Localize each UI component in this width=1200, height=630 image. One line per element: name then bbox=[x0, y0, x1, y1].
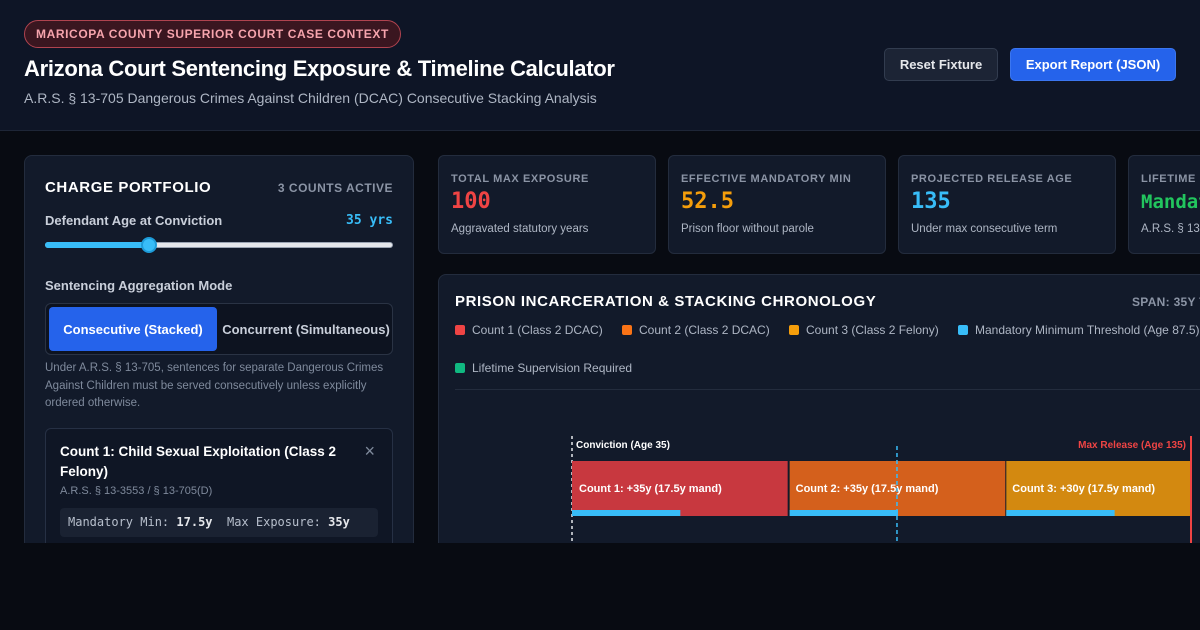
stat-description: Aggravated statutory years bbox=[451, 223, 589, 235]
defendant-age-label: Defendant Age at Conviction bbox=[45, 213, 223, 228]
defendant-age-value: 35 yrs bbox=[346, 213, 393, 228]
defendant-age-slider[interactable] bbox=[45, 237, 393, 253]
legend-item-count-2: Count 2 (Class 2 DCAC) bbox=[622, 323, 770, 337]
aggregation-mode-toggle: Consecutive (Stacked) Concurrent (Simult… bbox=[45, 303, 393, 355]
mode-concurrent-button[interactable]: Concurrent (Simultaneous) bbox=[222, 321, 390, 337]
legend-item-mandatory-threshold: Mandatory Minimum Threshold (Age 87.5) bbox=[958, 323, 1200, 337]
legend-label: Count 1 (Class 2 DCAC) bbox=[472, 323, 603, 337]
remove-count-close-icon[interactable]: × bbox=[364, 441, 375, 461]
context-badge: MARICOPA COUNTY SUPERIOR COURT CASE CONT… bbox=[24, 20, 401, 48]
mode-consecutive-button[interactable]: Consecutive (Stacked) bbox=[49, 307, 217, 351]
stacking-timeline-chart: Conviction (Age 35) Max Release (Age 135)… bbox=[571, 436, 1192, 543]
timeline-divider bbox=[455, 389, 1200, 390]
counts-active-indicator: 3 COUNTS ACTIVE bbox=[277, 181, 393, 195]
stat-value: 100 bbox=[451, 189, 491, 214]
stat-description: Prison floor without parole bbox=[681, 223, 814, 235]
page-subtitle: A.R.S. § 13-705 Dangerous Crimes Against… bbox=[24, 90, 597, 106]
mandatory-minimum-bar bbox=[1006, 510, 1115, 516]
stat-label: TOTAL MAX EXPOSURE bbox=[451, 173, 589, 185]
max-release-label: Max Release (Age 135) bbox=[1078, 440, 1186, 451]
reset-fixture-button[interactable]: Reset Fixture bbox=[884, 48, 998, 81]
stat-value: Mandat bbox=[1141, 191, 1200, 213]
stat-value: 52.5 bbox=[681, 189, 734, 214]
stat-card-total-max-exposure: TOTAL MAX EXPOSURE 100 Aggravated statut… bbox=[438, 155, 656, 254]
legend-swatch bbox=[622, 325, 632, 335]
mandatory-min-label: Mandatory Min: bbox=[68, 515, 170, 529]
legend-label: Mandatory Minimum Threshold (Age 87.5) bbox=[975, 323, 1200, 337]
stat-value: 135 bbox=[911, 189, 951, 214]
legend-label: Lifetime Supervision Required bbox=[472, 361, 633, 375]
export-report-button[interactable]: Export Report (JSON) bbox=[1010, 48, 1176, 81]
main-content: CHARGE PORTFOLIO 3 COUNTS ACTIVE Defenda… bbox=[0, 131, 1200, 543]
legend-swatch bbox=[455, 363, 465, 373]
timeline-segment-label: Count 2: +35y (17.5y mand) bbox=[796, 483, 939, 495]
timeline-segment-label: Count 1: +35y (17.5y mand) bbox=[579, 483, 722, 495]
stat-card-lifetime-supervision: LIFETIME Mandat A.R.S. § 13 bbox=[1128, 155, 1200, 254]
timeline-panel: PRISON INCARCERATION & STACKING CHRONOLO… bbox=[438, 274, 1200, 543]
legend-label: Count 2 (Class 2 DCAC) bbox=[639, 323, 770, 337]
timeline-segment-count-1 bbox=[572, 461, 788, 516]
mandatory-minimum-bar bbox=[789, 510, 898, 516]
mandatory-min-value: 17.5y bbox=[176, 515, 213, 529]
timeline-span-label: SPAN: 35Y T bbox=[1132, 295, 1200, 309]
aggregation-mode-label: Sentencing Aggregation Mode bbox=[45, 278, 233, 293]
mandatory-minimum-bar bbox=[572, 510, 681, 516]
aggregation-mode-note: Under A.R.S. § 13-705, sentences for sep… bbox=[45, 362, 384, 409]
timeline-segment-label: Count 3: +30y (17.5y mand) bbox=[1012, 483, 1155, 495]
max-exposure-value: 35y bbox=[328, 515, 350, 529]
legend-label: Count 3 (Class 2 Felony) bbox=[806, 323, 939, 337]
page-title: Arizona Court Sentencing Exposure & Time… bbox=[24, 56, 615, 81]
count-title: Count 1: Child Sexual Exploitation (Clas… bbox=[60, 444, 337, 479]
legend-item-lifetime-supervision: Lifetime Supervision Required bbox=[455, 361, 632, 375]
stat-label: EFFECTIVE MANDATORY MIN bbox=[681, 173, 852, 185]
app-header: MARICOPA COUNTY SUPERIOR COURT CASE CONT… bbox=[0, 0, 1200, 131]
slider-fill bbox=[45, 242, 150, 248]
stat-card-projected-release-age: PROJECTED RELEASE AGE 135 Under max cons… bbox=[898, 155, 1116, 254]
legend-swatch bbox=[958, 325, 968, 335]
stat-card-effective-mandatory-min: EFFECTIVE MANDATORY MIN 52.5 Prison floo… bbox=[668, 155, 886, 254]
count-card: Count 1: Child Sexual Exploitation (Clas… bbox=[45, 428, 393, 543]
stat-description: Under max consecutive term bbox=[911, 223, 1058, 235]
max-exposure-label: Max Exposure: bbox=[226, 515, 321, 529]
portfolio-title: CHARGE PORTFOLIO bbox=[45, 179, 212, 196]
stat-label: LIFETIME bbox=[1141, 173, 1196, 185]
legend-swatch bbox=[789, 325, 799, 335]
legend-item-count-1: Count 1 (Class 2 DCAC) bbox=[455, 323, 603, 337]
slider-thumb[interactable] bbox=[141, 237, 158, 253]
stat-description: A.R.S. § 13 bbox=[1141, 223, 1200, 235]
count-sentence-stats: Mandatory Min: 17.5y Max Exposure: 35y bbox=[60, 508, 378, 537]
legend-swatch bbox=[455, 325, 465, 335]
timeline-title: PRISON INCARCERATION & STACKING CHRONOLO… bbox=[455, 293, 877, 310]
count-statute: A.R.S. § 13-3553 / § 13-705(D) bbox=[60, 485, 213, 497]
charge-portfolio-panel: CHARGE PORTFOLIO 3 COUNTS ACTIVE Defenda… bbox=[24, 155, 414, 543]
legend-item-count-3: Count 3 (Class 2 Felony) bbox=[789, 323, 939, 337]
stat-label: PROJECTED RELEASE AGE bbox=[911, 173, 1073, 185]
timeline-segment-count-3 bbox=[1006, 461, 1191, 516]
conviction-marker-label: Conviction (Age 35) bbox=[576, 440, 670, 451]
